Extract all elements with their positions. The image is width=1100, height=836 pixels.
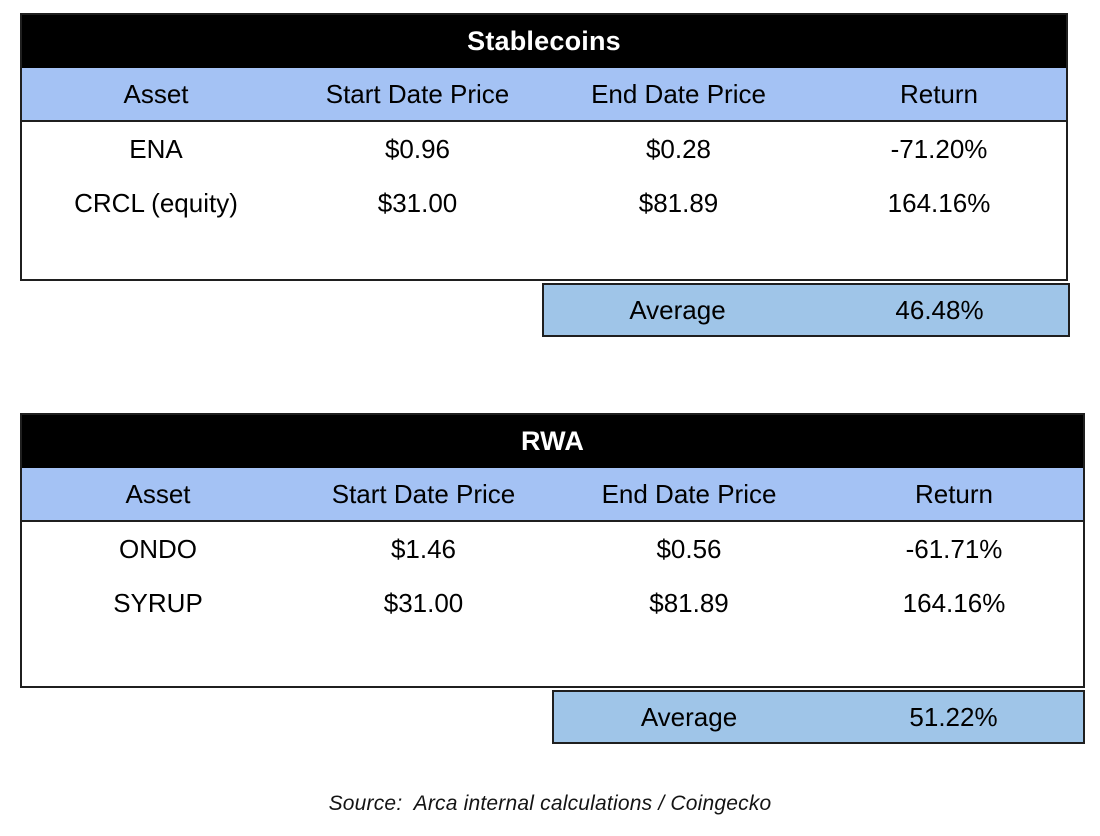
stablecoins-average-row: Average 46.48% (542, 283, 1070, 337)
stablecoins-column-header-row: Asset Start Date Price End Date Price Re… (22, 68, 1066, 122)
average-value: 51.22% (909, 701, 998, 732)
cell-return: 164.16% (902, 587, 1006, 618)
cell-end-price: $0.56 (656, 533, 722, 564)
table-row-ena: ENA $0.96 $0.28 -71.20% (22, 122, 1066, 176)
average-label: Average (640, 701, 738, 732)
rwa-average-row: Average 51.22% (552, 690, 1085, 744)
cell-start-price: $0.96 (384, 133, 451, 164)
column-header-end-date-price: End Date Price (591, 78, 766, 109)
cell-asset: SYRUP (113, 587, 203, 618)
cell-return: 164.16% (887, 187, 991, 218)
column-header-start-date-price: Start Date Price (325, 78, 510, 109)
column-header-return: Return (899, 78, 979, 109)
stablecoins-table: Stablecoins Asset Start Date Price End D… (20, 13, 1068, 281)
rwa-table: RWA Asset Start Date Price End Date Pric… (20, 413, 1085, 688)
cell-return: -61.71% (905, 533, 1003, 564)
column-header-end-date-price: End Date Price (601, 478, 777, 509)
cell-asset: CRCL (equity) (74, 187, 238, 218)
cell-start-price: $1.46 (390, 533, 457, 564)
cell-start-price: $31.00 (383, 587, 464, 618)
cell-end-price: $81.89 (649, 587, 729, 618)
column-header-asset: Asset (125, 478, 191, 509)
average-value: 46.48% (895, 294, 984, 325)
column-header-return: Return (914, 478, 994, 509)
column-header-asset: Asset (123, 78, 189, 109)
cell-end-price: $0.28 (645, 133, 712, 164)
cell-asset: ONDO (119, 533, 197, 564)
cell-end-price: $81.89 (638, 187, 719, 218)
cell-asset: ENA (129, 133, 183, 164)
column-header-start-date-price: Start Date Price (331, 478, 516, 509)
cell-return: -71.20% (890, 133, 988, 164)
rwa-table-title: RWA (22, 415, 1083, 468)
table-row-ondo: ONDO $1.46 $0.56 -61.71% (22, 522, 1083, 576)
stablecoins-table-title: Stablecoins (22, 15, 1066, 68)
average-label: Average (629, 294, 726, 325)
table-row-syrup: SYRUP $31.00 $81.89 164.16% (22, 576, 1083, 630)
rwa-column-header-row: Asset Start Date Price End Date Price Re… (22, 468, 1083, 522)
cell-start-price: $31.00 (377, 187, 458, 218)
source-attribution: Source: Arca internal calculations / Coi… (328, 792, 772, 815)
table-row-crcl: CRCL (equity) $31.00 $81.89 164.16% (22, 176, 1066, 230)
